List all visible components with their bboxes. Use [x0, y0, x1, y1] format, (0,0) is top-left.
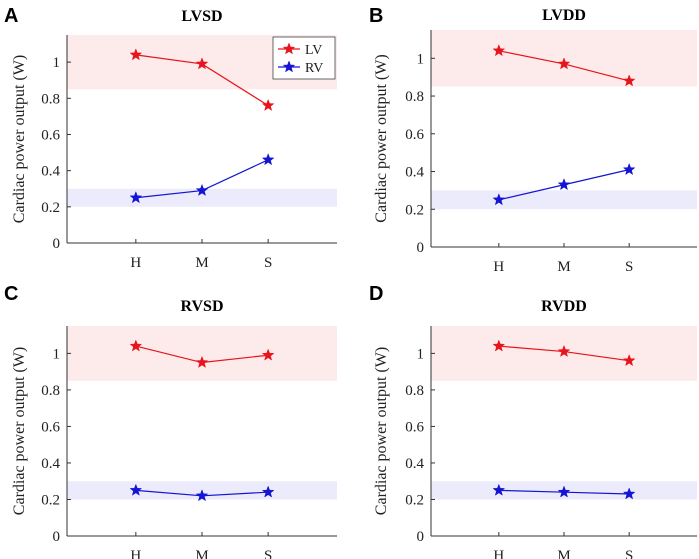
data-point-rv	[557, 485, 571, 498]
reference-band-rv	[67, 188, 337, 207]
y-tick-label: 0.4	[405, 456, 424, 472]
x-tick-label: H	[130, 255, 141, 271]
data-point-lv	[129, 48, 143, 61]
data-point-lv	[557, 344, 571, 357]
y-tick-label: 0.6	[405, 127, 424, 143]
y-tick-label: 0.4	[405, 165, 424, 181]
data-point-rv	[195, 489, 209, 502]
x-tick-label: S	[264, 548, 272, 559]
chart-title: LVSD	[181, 8, 222, 25]
panel-d: 0 0.2 0.4 0.6 0.8 1 H M S RVDD D Cardiac power outp…	[369, 283, 697, 559]
y-tick-label: 0.2	[405, 202, 424, 218]
data-point-rv	[492, 483, 506, 496]
x-tick-label: S	[264, 255, 272, 271]
panel-letter: C	[4, 283, 18, 305]
y-tick-label: 0	[417, 240, 425, 256]
x-tick-label: M	[195, 548, 208, 559]
y-tick-label: 0.2	[41, 492, 60, 508]
data-point-rv	[622, 487, 636, 500]
y-tick-label: 1	[53, 55, 61, 71]
y-tick-label: 0.6	[41, 419, 60, 435]
data-point-rv	[557, 178, 571, 191]
data-point-lv	[622, 74, 636, 87]
x-tick-label: M	[557, 259, 570, 275]
x-tick-label: S	[625, 259, 633, 275]
y-tick-label: 0.8	[41, 91, 60, 107]
reference-band-rv	[431, 190, 697, 210]
y-tick-label: 0.2	[405, 492, 424, 508]
data-point-lv	[492, 44, 506, 57]
y-tick-label: 1	[417, 51, 425, 67]
legend-box	[272, 36, 336, 80]
y-axis-label: Cardiac power output (W)	[373, 347, 390, 515]
data-point-lv	[195, 57, 209, 70]
y-tick-label: 0	[417, 529, 425, 545]
data-point-lv	[557, 57, 571, 70]
x-tick-label: H	[493, 548, 504, 559]
y-tick-label: 0	[53, 236, 61, 252]
data-point-lv	[129, 339, 143, 352]
data-point-lv	[195, 355, 209, 368]
data-point-rv	[129, 191, 143, 204]
data-point-rv	[261, 485, 275, 498]
data-point-rv	[129, 483, 143, 496]
y-axis-label: Cardiac power output (W)	[373, 54, 390, 222]
panel-b: 0 0.2 0.4 0.6 0.8 1 H M S LVDD B Cardiac power outp…	[369, 5, 697, 275]
legend-marker-rv	[282, 60, 296, 73]
x-tick-label: S	[625, 548, 633, 559]
y-tick-label: 0.6	[405, 419, 424, 435]
data-point-lv	[261, 98, 275, 111]
y-tick-label: 0.8	[405, 383, 424, 399]
legend-label-lv: LV	[305, 43, 322, 58]
y-tick-label: 0.8	[41, 383, 60, 399]
data-point-rv	[195, 183, 209, 196]
data-point-lv	[261, 348, 275, 361]
chart-title: LVDD	[542, 7, 586, 24]
panel-a: 0 0.2 0.4 0.6 0.8 1 H M S LVSD A Cardiac power outp…	[4, 5, 337, 271]
y-tick-label: 0.4	[41, 164, 60, 180]
legend: LV RV	[272, 36, 336, 80]
reference-band-lv	[67, 326, 337, 381]
chart-title: RVDD	[541, 298, 587, 315]
legend-marker-lv	[282, 42, 296, 55]
y-tick-label: 0	[53, 529, 61, 545]
y-tick-label: 0.4	[41, 456, 60, 472]
y-tick-label: 1	[417, 346, 425, 362]
data-point-rv	[492, 193, 506, 206]
panel-c: 0 0.2 0.4 0.6 0.8 1 H M S RVSD C Cardiac power outp…	[4, 283, 337, 559]
y-axis-label: Cardiac power output (W)	[11, 55, 28, 223]
x-tick-label: M	[557, 548, 570, 559]
y-tick-label: 0.2	[41, 200, 60, 216]
x-tick-label: M	[195, 255, 208, 271]
y-tick-label: 0.6	[41, 127, 60, 143]
x-tick-label: H	[130, 548, 141, 559]
data-point-rv	[261, 153, 275, 166]
data-point-lv	[622, 353, 636, 367]
legend-label-rv: RV	[305, 61, 323, 76]
panel-letter: B	[369, 5, 383, 27]
chart-title: RVSD	[181, 298, 224, 315]
y-tick-label: 1	[53, 346, 61, 362]
panel-letter: D	[369, 283, 383, 305]
data-point-lv	[492, 339, 506, 352]
y-tick-label: 0.8	[405, 89, 424, 105]
x-tick-label: H	[493, 259, 504, 275]
panel-letter: A	[4, 5, 18, 27]
data-point-rv	[622, 162, 636, 176]
y-axis-label: Cardiac power output (W)	[11, 347, 28, 515]
